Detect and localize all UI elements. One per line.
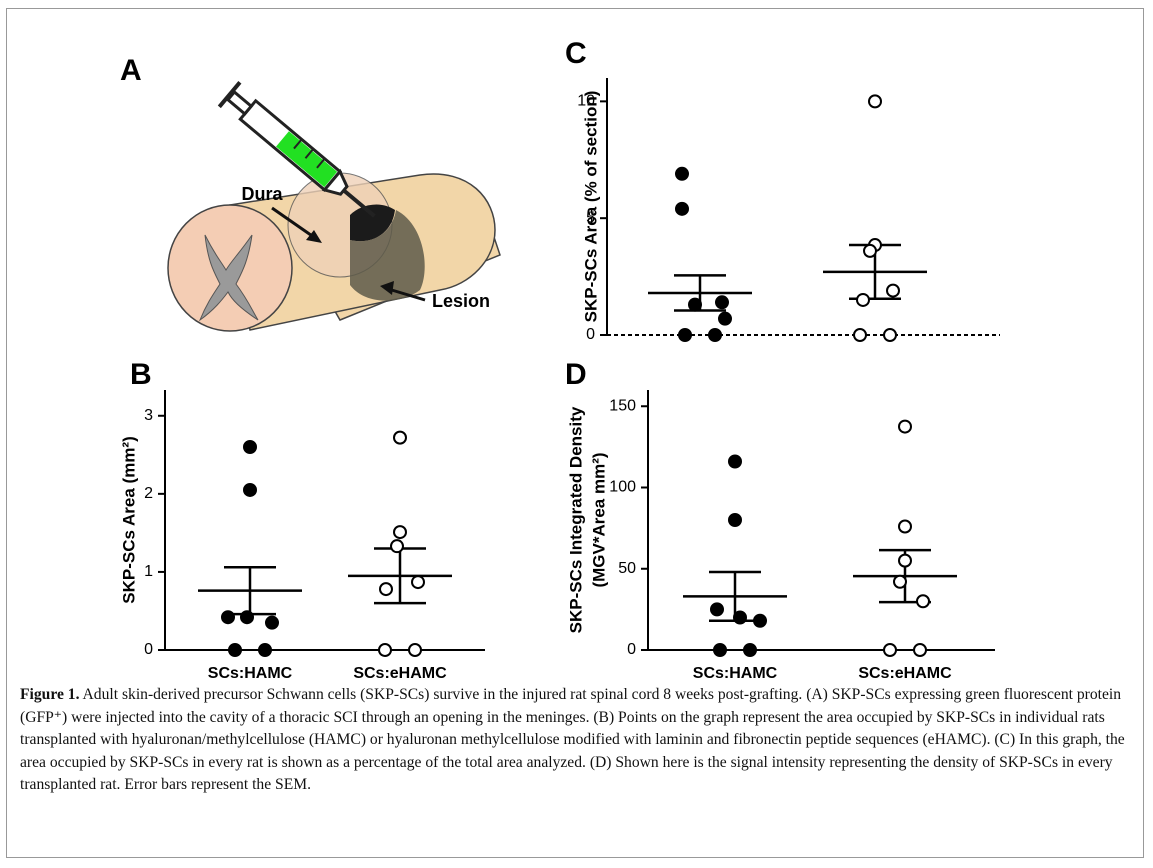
data-point [408, 643, 422, 657]
x-tick-label: SCs:eHAMC [353, 665, 447, 680]
data-point [863, 243, 877, 258]
x-tick-label: SCs:HAMC [693, 665, 778, 680]
panel-label: C [565, 37, 587, 70]
data-point [243, 439, 257, 454]
y-tick-label: 150 [609, 397, 636, 414]
data-point [713, 643, 727, 657]
annotation: Lesion [432, 291, 490, 311]
data-point [675, 201, 689, 216]
caption-text: Adult skin-derived precursor Schwann cel… [20, 686, 1125, 794]
data-point [883, 328, 897, 342]
y-tick-label: 5 [586, 209, 595, 226]
y-axis-label: SKP-SCs Area (% of section) [581, 91, 600, 323]
data-point [265, 615, 279, 630]
x-tick-label: SCs:eHAMC [858, 665, 952, 680]
panel-label: B [130, 358, 152, 391]
data-point [883, 643, 897, 657]
data-point [886, 283, 900, 298]
panel-label: D [565, 358, 587, 391]
y-tick-label: 2 [144, 485, 153, 502]
figure-frame [6, 8, 1144, 858]
data-point [708, 328, 722, 342]
caption: Figure 1. Adult skin-derived precursor S… [20, 684, 1130, 797]
panel-label: A [120, 54, 142, 87]
data-point [258, 643, 272, 657]
data-point [898, 419, 912, 434]
data-point [675, 166, 689, 181]
annotation: Dura [241, 184, 283, 204]
data-point [743, 643, 757, 657]
data-point [221, 610, 235, 625]
data-point [243, 482, 257, 497]
data-point [718, 311, 732, 326]
data-point [856, 292, 870, 307]
data-point [378, 643, 392, 657]
data-point [379, 582, 393, 597]
data-point [898, 553, 912, 568]
data-point [728, 513, 742, 527]
data-point [393, 525, 407, 540]
data-point [393, 430, 407, 445]
y-tick-label: 10 [577, 93, 595, 110]
data-point [733, 610, 747, 625]
y-axis-label: (MGV*Area mm²) [589, 452, 608, 587]
data-point [715, 295, 729, 310]
x-tick-label: SCs:HAMC [208, 665, 293, 680]
y-tick-label: 0 [144, 641, 153, 658]
y-tick-label: 50 [618, 560, 636, 577]
data-point [240, 610, 254, 625]
data-point [390, 539, 404, 554]
spinal-cord-illustration [167, 81, 501, 332]
figure: A Dura Lesion B SKP-SCs Area (mm²) 0 1 2 3 SCs… [119, 37, 1000, 680]
y-tick-label: 3 [144, 407, 153, 424]
y-axis-label: SKP-SCs Integrated Density [566, 406, 585, 633]
y-tick-label: 1 [144, 563, 153, 580]
y-tick-label: 0 [586, 326, 595, 343]
data-point [893, 574, 907, 589]
data-point [753, 613, 767, 628]
data-point [913, 643, 927, 657]
y-axis-label: SKP-SCs Area (mm²) [119, 436, 138, 604]
data-point [678, 328, 692, 342]
data-point [916, 594, 930, 609]
data-point [868, 94, 882, 109]
data-point [710, 602, 724, 617]
y-tick-label: 0 [627, 641, 636, 658]
data-point [853, 328, 867, 342]
data-point [411, 575, 425, 590]
data-point [898, 519, 912, 534]
y-tick-label: 100 [609, 479, 636, 496]
data-point [688, 297, 702, 312]
caption-label: Figure 1. [20, 686, 80, 703]
data-point [728, 454, 742, 469]
data-point [228, 643, 242, 657]
